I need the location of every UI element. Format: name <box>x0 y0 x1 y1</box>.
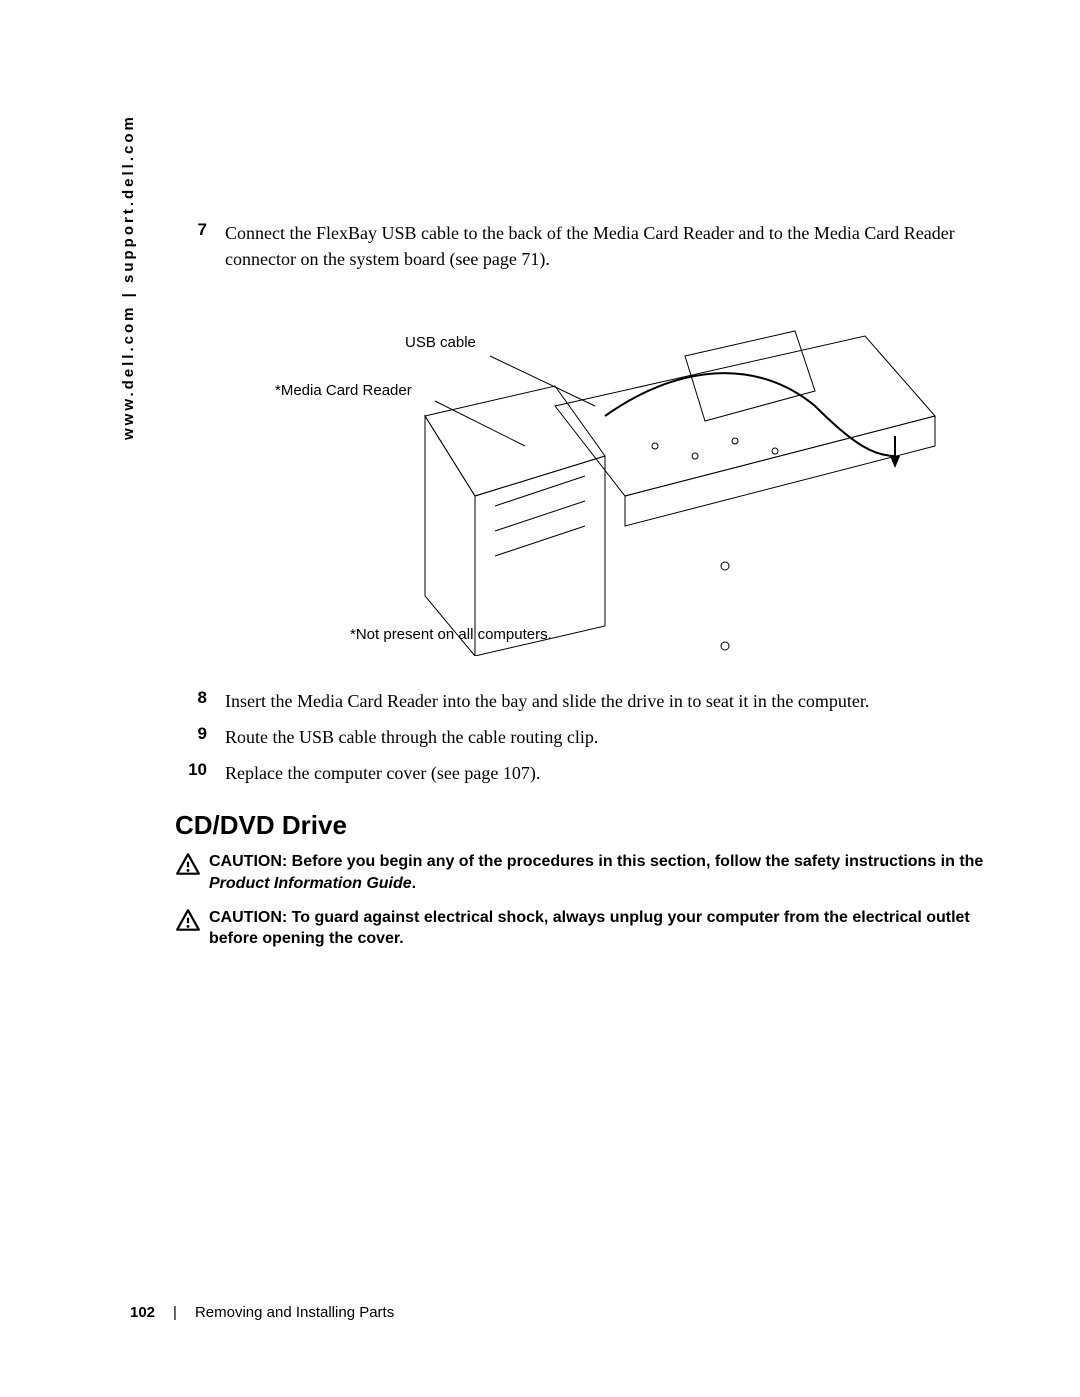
caution-body: Before you begin any of the procedures i… <box>287 853 983 870</box>
main-content: 7 Connect the FlexBay USB cable to the b… <box>175 220 985 962</box>
step-item: 10 Replace the computer cover (see page … <box>175 760 985 786</box>
step-number: 9 <box>175 724 225 750</box>
caution-lead: CAUTION: <box>209 853 287 870</box>
step-number: 8 <box>175 688 225 714</box>
caution-body: To guard against electrical shock, alway… <box>209 909 970 948</box>
step-number: 7 <box>175 220 225 272</box>
computer-diagram <box>395 296 955 656</box>
step-number: 10 <box>175 760 225 786</box>
section-title: Removing and Installing Parts <box>195 1304 394 1321</box>
caution-text: CAUTION: To guard against electrical sho… <box>209 907 985 950</box>
section-heading: CD/DVD Drive <box>175 810 985 841</box>
caution-tail: . <box>412 875 416 892</box>
caution-ital: Product Information Guide <box>209 875 412 892</box>
page: www.dell.com | support.dell.com 7 Connec… <box>0 0 1080 1397</box>
caution-block: CAUTION: Before you begin any of the pro… <box>175 851 985 894</box>
page-footer: 102 | Removing and Installing Parts <box>130 1304 394 1321</box>
step-item: 8 Insert the Media Card Reader into the … <box>175 688 985 714</box>
callout-media-card-reader: *Media Card Reader <box>275 382 412 399</box>
figure: USB cable *Media Card Reader *Not presen… <box>225 286 985 666</box>
step-item: 9 Route the USB cable through the cable … <box>175 724 985 750</box>
warning-icon <box>175 852 201 878</box>
step-text: Insert the Media Card Reader into the ba… <box>225 688 869 714</box>
step-item: 7 Connect the FlexBay USB cable to the b… <box>175 220 985 272</box>
step-text: Route the USB cable through the cable ro… <box>225 724 598 750</box>
page-number: 102 <box>130 1304 155 1321</box>
warning-icon <box>175 908 201 934</box>
step-text: Replace the computer cover (see page 107… <box>225 760 540 786</box>
caution-block: CAUTION: To guard against electrical sho… <box>175 907 985 950</box>
footer-separator: | <box>173 1304 177 1321</box>
caution-lead: CAUTION: <box>209 909 287 926</box>
sidebar-url: www.dell.com | support.dell.com <box>120 114 137 440</box>
caution-text: CAUTION: Before you begin any of the pro… <box>209 851 985 894</box>
step-text: Connect the FlexBay USB cable to the bac… <box>225 220 985 272</box>
